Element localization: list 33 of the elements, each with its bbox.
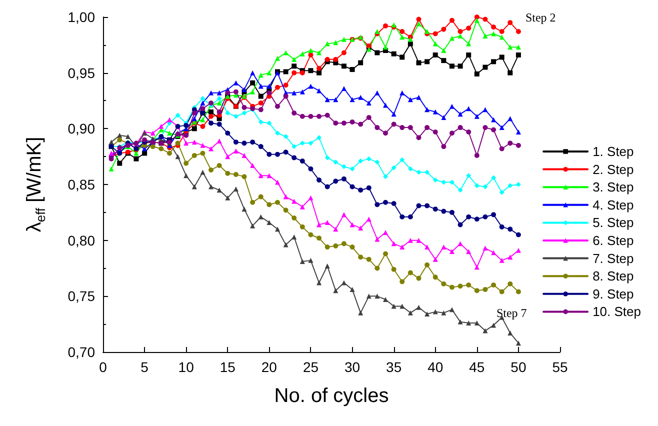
- y-tick-label: 0,95: [68, 64, 96, 81]
- x-tick-label: 15: [220, 359, 236, 375]
- y-tick-label: 0,70: [68, 344, 96, 360]
- y-tick-label: 0,75: [68, 288, 96, 304]
- x-tick-label: 10: [178, 359, 194, 375]
- y-tick-label: 1,00: [68, 9, 96, 25]
- legend-label: 3. Step: [592, 180, 634, 195]
- x-tick-label: 25: [302, 359, 319, 375]
- y-axis-title: λeff [W/mK]: [24, 136, 48, 232]
- x-tick-label: 35: [386, 359, 402, 375]
- annotation: Step 7: [496, 306, 527, 320]
- x-tick-label: 40: [428, 359, 444, 375]
- x-tick-label: 0: [99, 359, 108, 375]
- y-tick-label: 0,90: [68, 120, 96, 137]
- x-tick-label: 50: [510, 359, 526, 375]
- legend-label: 8. Step: [592, 268, 634, 284]
- x-tick-label: 45: [469, 359, 485, 375]
- y-tick-label: 0,80: [68, 232, 96, 248]
- x-tick-label: 55: [552, 359, 568, 375]
- legend-label: 10. Step: [592, 304, 642, 320]
- x-tick-label: 30: [344, 359, 360, 375]
- legend-label: 5. Step: [592, 215, 634, 230]
- x-tick-label: 20: [261, 359, 278, 375]
- annotation: Step 2: [525, 10, 556, 25]
- y-tick-label: 0,85: [68, 176, 96, 192]
- legend-label: 7. Step: [592, 250, 634, 266]
- legend-label: 6. Step: [592, 233, 634, 248]
- legend-label: 2. Step: [592, 162, 634, 177]
- legend-label: 1. Step: [592, 144, 634, 159]
- legend-label: 4. Step: [592, 197, 634, 212]
- x-axis-title: No. of cycles: [274, 385, 389, 407]
- x-tick-label: 5: [140, 359, 149, 375]
- legend-label: 9. Step: [592, 286, 634, 302]
